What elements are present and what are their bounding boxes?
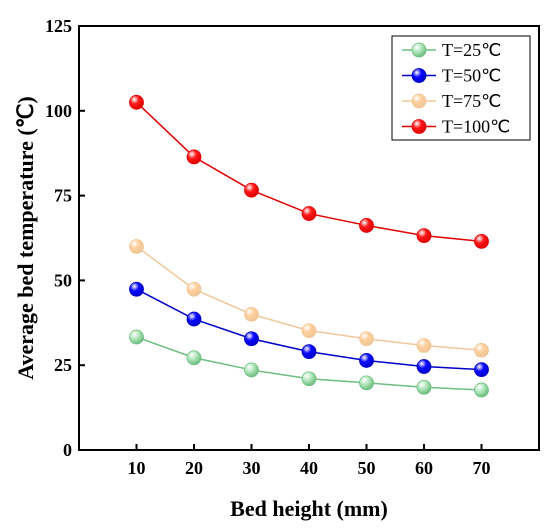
series-0 [129, 329, 489, 398]
data-point [416, 359, 432, 374]
data-point [301, 344, 317, 360]
data-point [129, 94, 144, 110]
legend-marker [411, 42, 427, 58]
x-tick-label: 40 [300, 458, 318, 478]
data-point [359, 353, 374, 368]
legend-label: T=25℃ [442, 40, 501, 60]
data-point [474, 342, 489, 358]
data-point [474, 382, 489, 398]
series-2 [129, 239, 489, 358]
data-point [186, 350, 202, 366]
data-point [244, 362, 259, 378]
y-tick-label: 125 [45, 16, 72, 36]
data-point [244, 306, 259, 322]
legend: T=25℃ T=50℃ T=75℃ T=100℃ [391, 35, 531, 141]
y-tick-label: 75 [54, 186, 72, 206]
data-point [474, 362, 489, 378]
y-tick-label: 100 [45, 101, 72, 121]
data-point [186, 311, 202, 327]
x-tick-label: 30 [243, 458, 261, 478]
legend-label: T=75℃ [442, 91, 501, 111]
data-point [359, 218, 374, 233]
legend-entry: T=100℃ [402, 117, 510, 137]
x-tick-label: 50 [358, 458, 376, 478]
legend-label: T=100℃ [442, 117, 510, 137]
legend-marker [411, 68, 427, 83]
data-point [301, 206, 317, 221]
y-tick-label: 0 [63, 440, 72, 460]
legend-entry: T=75℃ [402, 91, 501, 111]
x-axis-title: Bed height (mm) [230, 496, 388, 521]
legend-label: T=50℃ [442, 66, 501, 86]
y-tick-label: 50 [54, 270, 72, 290]
data-point [416, 379, 432, 395]
series-layer [129, 94, 489, 398]
y-axis-title: Average bed temperature (℃) [13, 96, 38, 380]
data-point [129, 281, 144, 297]
x-tick-label: 70 [473, 458, 491, 478]
data-point [301, 323, 317, 339]
x-tick-label: 20 [185, 458, 203, 478]
x-tick-label: 10 [128, 458, 146, 478]
data-point [186, 149, 202, 165]
series-3 [129, 94, 489, 249]
data-point [474, 233, 489, 249]
data-point [129, 239, 144, 254]
y-tick-label: 25 [54, 355, 72, 375]
data-point [359, 375, 374, 391]
legend-entry: T=50℃ [402, 66, 501, 86]
data-point [244, 182, 259, 198]
data-point [301, 371, 317, 387]
y-axis: 0 25 50 75 100 125 [45, 16, 85, 460]
data-point [416, 228, 432, 244]
data-point [186, 281, 202, 297]
series-1 [129, 281, 489, 378]
legend-entry: T=25℃ [402, 40, 501, 60]
x-axis: 10 20 30 40 50 60 70 [128, 444, 491, 478]
data-point [244, 331, 259, 347]
legend-marker [411, 119, 427, 134]
x-tick-label: 60 [415, 458, 433, 478]
data-point [359, 331, 374, 347]
legend-marker [411, 93, 427, 109]
data-point [129, 329, 144, 345]
data-point [416, 338, 432, 353]
